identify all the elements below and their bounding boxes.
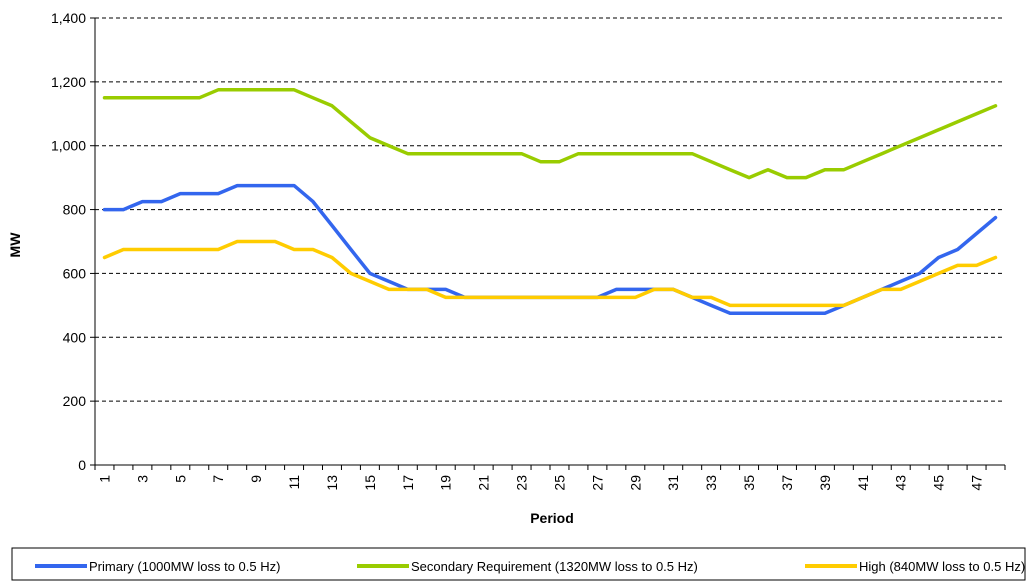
series-line-2 [102,88,998,180]
y-tick-label: 600 [63,265,87,281]
legend-label: Primary (1000MW loss to 0.5 Hz) [89,559,280,574]
x-tick-label: 35 [741,475,757,491]
x-tick-label: 11 [286,475,302,490]
y-tick-label: 800 [63,202,87,218]
x-tick-label: 19 [438,475,454,491]
y-tick-label: 400 [63,329,87,345]
gridlines [95,17,1005,402]
x-tick-labels: 1 3 5 7 9 11 13 15 17 19 21 23 25 27 29 31 33 35 37 39 41 43 4… [96,475,984,491]
y-tick-label: 200 [63,393,87,409]
legend-label: High (840MW loss to 0.5 Hz) [859,559,1025,574]
x-tick-label: 29 [627,475,643,491]
x-tick-label: 17 [400,475,416,491]
y-tick-label: 1,400 [51,10,86,26]
x-axis-title: Period [530,510,574,526]
x-tick-label: 7 [210,475,226,483]
y-tick-label: 1,000 [51,138,86,154]
x-tick-label: 9 [248,475,264,483]
x-tick-label: 41 [855,475,871,491]
series-line-1 [102,183,998,316]
x-tick-label: 5 [172,475,188,483]
x-tick-label: 15 [362,475,378,491]
x-tick-label: 21 [476,475,492,491]
legend: Primary (1000MW loss to 0.5 Hz) Secondary… [11,547,1026,581]
y-tick-label: 1,200 [51,74,86,90]
x-tick-label: 27 [589,475,605,491]
x-tick-label: 3 [134,475,150,483]
x-tick-label: 25 [551,475,567,491]
y-tick-labels: 0 200 400 600 800 1,000 1,200 1,400 [51,10,86,473]
x-tick-label: 13 [324,475,340,491]
y-axis-title: MW [7,232,23,258]
x-tick-label: 47 [969,475,985,491]
x-tick-label: 37 [779,475,795,491]
x-tick-label: 1 [96,475,112,483]
x-tick-label: 23 [514,475,530,491]
series-line-3 [102,239,998,308]
legend-label: Secondary Requirement (1320MW loss to 0.… [411,559,698,574]
series-lines [102,88,998,316]
x-tick-label: 33 [703,475,719,491]
x-tick-label: 31 [665,475,681,491]
x-tick-label: 39 [817,475,833,491]
axes [90,17,1006,470]
x-tick-label: 45 [931,475,947,491]
x-tick-label: 43 [893,475,909,491]
y-tick-label: 0 [78,457,86,473]
